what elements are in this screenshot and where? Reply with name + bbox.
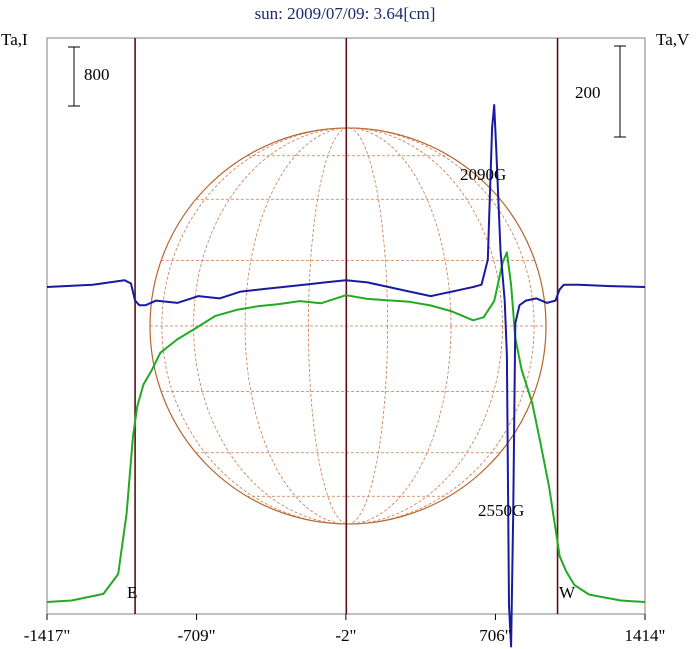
series-intensity-line	[46, 251, 646, 603]
solar-disk	[149, 127, 547, 525]
west-label: W	[559, 583, 576, 602]
series-polarization-line	[46, 104, 646, 648]
left-scale-bar	[68, 46, 80, 107]
solar-disk-grid	[150, 127, 546, 525]
x-tick-label: 1414"	[625, 626, 666, 645]
x-tick-label: 706"	[479, 626, 511, 645]
x-tick-label: -1417"	[24, 626, 71, 645]
chart-title: sun: 2009/07/09: 3.64[cm]	[255, 4, 436, 23]
east-label: E	[127, 583, 137, 602]
x-tick-labels: -1417" -709" -2" 706" 1414"	[24, 614, 666, 645]
left-axis-label: Ta,I	[1, 30, 28, 49]
limb-markers	[134, 38, 559, 614]
left-scale-label: 800	[84, 65, 110, 84]
x-tick-label: -2"	[335, 626, 356, 645]
x-tick-label: -709"	[177, 626, 215, 645]
annotation-2090g: 2090G	[460, 165, 506, 184]
series-layer	[46, 104, 646, 648]
annotation-2550g: 2550G	[478, 501, 524, 520]
right-axis-label: Ta,V	[656, 30, 690, 49]
right-scale-bar	[614, 45, 626, 138]
grid-longitude-line	[307, 127, 388, 525]
right-scale-label: 200	[575, 83, 601, 102]
